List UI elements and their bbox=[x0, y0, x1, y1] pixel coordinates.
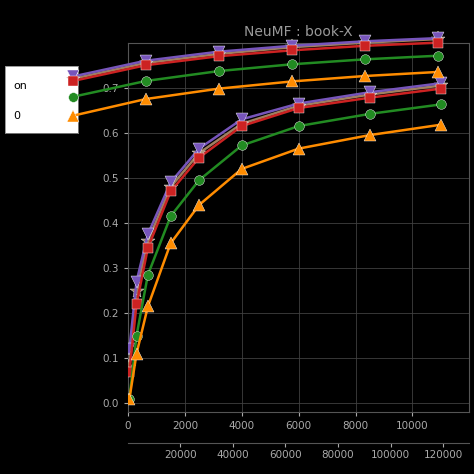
Title: NeuMF : book-X: NeuMF : book-X bbox=[244, 25, 353, 39]
Text: 0: 0 bbox=[14, 111, 20, 121]
Text: on: on bbox=[14, 81, 27, 91]
